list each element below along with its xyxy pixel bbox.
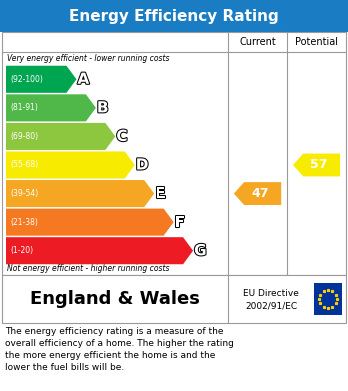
Polygon shape [6,180,154,207]
Text: C: C [116,129,127,144]
Text: E: E [155,186,166,201]
Text: A: A [78,72,89,87]
Text: 57: 57 [310,158,328,172]
Text: Potential: Potential [295,37,338,47]
Text: (21-38): (21-38) [10,218,38,227]
Text: G: G [194,243,207,258]
Text: Not energy efficient - higher running costs: Not energy efficient - higher running co… [7,264,169,273]
Bar [0,0,348,32]
Text: (92-100): (92-100) [10,75,43,84]
Polygon shape [6,123,115,150]
Text: England & Wales: England & Wales [30,290,200,308]
Text: The energy efficiency rating is a measure of the
overall efficiency of a home. T: The energy efficiency rating is a measur… [5,327,234,373]
Text: (1-20): (1-20) [10,246,33,255]
Text: 47: 47 [251,187,269,200]
Text: 2002/91/EC: 2002/91/EC [245,302,297,311]
Text: (81-91): (81-91) [10,103,38,112]
Polygon shape [6,151,135,179]
Text: B: B [97,100,109,115]
Text: EU Directive: EU Directive [243,289,299,298]
Text: Very energy efficient - lower running costs: Very energy efficient - lower running co… [7,54,169,63]
Polygon shape [6,209,174,236]
Bar [2,275,346,323]
Polygon shape [6,66,77,93]
Text: F: F [175,215,185,230]
Text: A: A [78,72,89,87]
Text: (55-68): (55-68) [10,160,38,170]
Text: B: B [97,100,109,115]
Polygon shape [234,182,281,205]
Bar [314,283,342,315]
Text: (69-80): (69-80) [10,132,38,141]
Text: Energy Efficiency Rating: Energy Efficiency Rating [69,9,279,23]
Text: D: D [136,158,148,172]
Bar [2,32,346,275]
Text: E: E [155,186,166,201]
Text: F: F [175,215,185,230]
Text: (39-54): (39-54) [10,189,38,198]
Polygon shape [293,154,340,176]
Polygon shape [6,237,193,264]
Text: G: G [194,243,207,258]
Text: D: D [136,158,148,172]
Text: C: C [116,129,127,144]
Polygon shape [6,94,96,121]
Text: Current: Current [239,37,276,47]
